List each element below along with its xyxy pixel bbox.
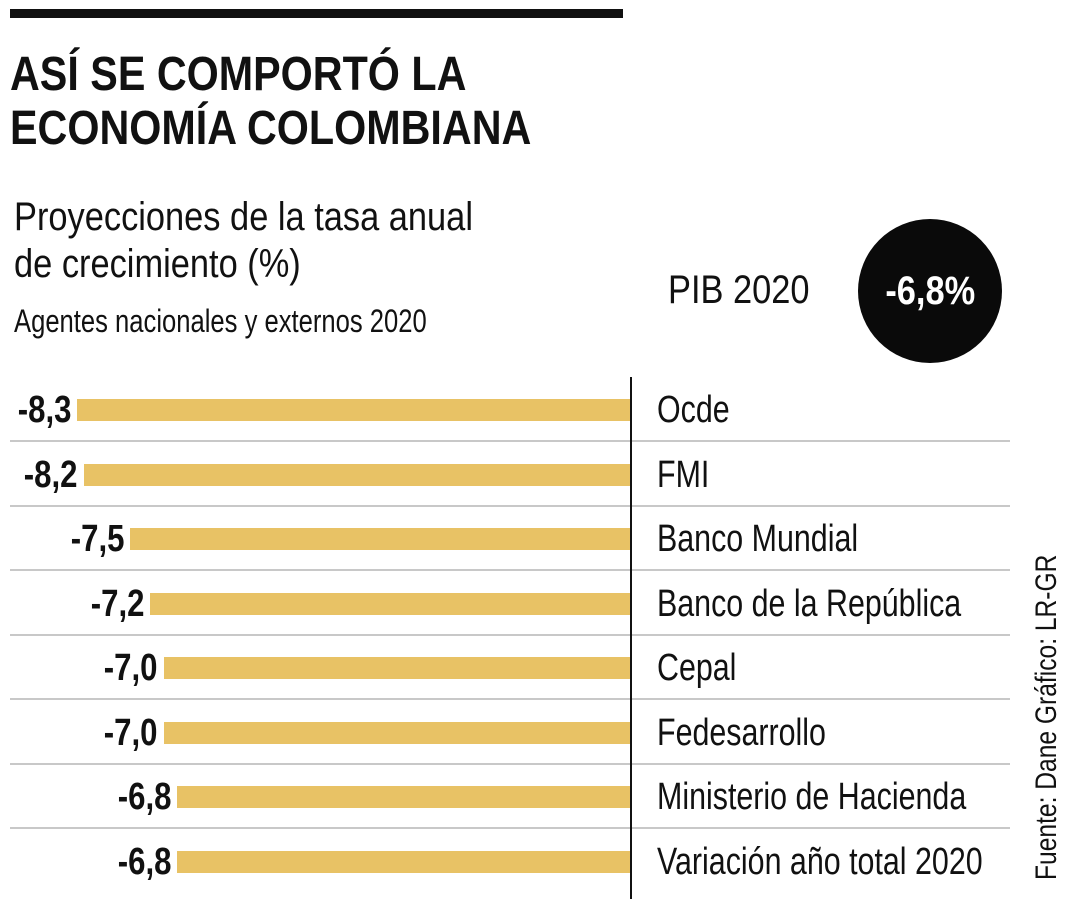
top-rule bbox=[10, 9, 623, 18]
bar bbox=[130, 528, 631, 550]
bar bbox=[163, 657, 631, 679]
title-line-1: ASÍ SE COMPORTÓ LA bbox=[10, 48, 467, 101]
category-label: Fedesarrollo bbox=[657, 711, 826, 754]
zero-axis bbox=[630, 377, 632, 899]
chart-subtitle-2: Agentes nacionales y externos 2020 bbox=[14, 303, 530, 340]
bar-row: -7,0 Fedesarrollo bbox=[0, 700, 1010, 765]
value-label: -7,2 bbox=[90, 582, 145, 625]
row-separator bbox=[10, 698, 1010, 700]
bar-row: -6,8 Ministerio de Hacienda bbox=[0, 764, 1010, 829]
subtitle-line-1: Proyecciones de la tasa anual bbox=[14, 195, 473, 239]
bar-row: -7,5 Banco Mundial bbox=[0, 506, 1010, 571]
value-label: -6,8 bbox=[117, 840, 172, 883]
bar-row: -8,2 FMI bbox=[0, 442, 1010, 507]
row-separator bbox=[10, 569, 1010, 571]
category-label: Banco de la República bbox=[657, 582, 962, 625]
bar bbox=[150, 592, 631, 615]
value-label: -7,0 bbox=[104, 647, 158, 689]
row-separator bbox=[10, 440, 1010, 442]
value-label: -7,0 bbox=[104, 711, 158, 754]
bar bbox=[177, 786, 631, 808]
bar bbox=[83, 463, 631, 486]
row-separator bbox=[10, 504, 1010, 507]
category-label: Cepal bbox=[657, 647, 737, 689]
title-line-2: ECONOMÍA COLOMBIANA bbox=[10, 102, 532, 155]
category-label: Variación año total 2020 bbox=[657, 840, 983, 883]
row-separator bbox=[10, 827, 1010, 829]
pib-label: PIB 2020 bbox=[668, 268, 833, 313]
category-label: Ministerio de Hacienda bbox=[657, 776, 967, 818]
category-label: Ocde bbox=[657, 389, 730, 431]
row-separator bbox=[10, 633, 1010, 636]
pib-label-text: PIB 2020 bbox=[668, 268, 810, 312]
pib-value: -6,8% bbox=[885, 268, 975, 313]
bar-row: -6,8 Variación año total 2020 bbox=[0, 829, 1010, 894]
bar-row: -8,3 Ocde bbox=[0, 377, 1010, 442]
bar bbox=[163, 721, 631, 744]
chart-title: ASÍ SE COMPORTÓ LA ECONOMÍA COLOMBIANA bbox=[10, 48, 616, 156]
subtitle-line-2: de crecimiento (%) bbox=[14, 242, 301, 286]
category-label: FMI bbox=[657, 453, 710, 496]
value-label: -6,8 bbox=[117, 776, 172, 818]
bar-row: -7,0 Cepal bbox=[0, 635, 1010, 700]
category-label: Banco Mundial bbox=[657, 518, 859, 560]
pib-badge: -6,8% bbox=[858, 219, 1002, 363]
value-label: -8,3 bbox=[17, 389, 71, 431]
bar-row: -7,2 Banco de la República bbox=[0, 571, 1010, 636]
row-separator bbox=[10, 762, 1010, 765]
subtitle-2-text: Agentes nacionales y externos 2020 bbox=[14, 303, 427, 339]
chart-subtitle: Proyecciones de la tasa anual de crecimi… bbox=[14, 194, 548, 288]
bar bbox=[177, 850, 631, 873]
value-label: -7,5 bbox=[70, 518, 125, 560]
value-label: -8,2 bbox=[23, 453, 78, 496]
bar bbox=[77, 399, 631, 421]
source-credit: Fuente: Dane Gráfico: LR-GR bbox=[1030, 554, 1063, 880]
